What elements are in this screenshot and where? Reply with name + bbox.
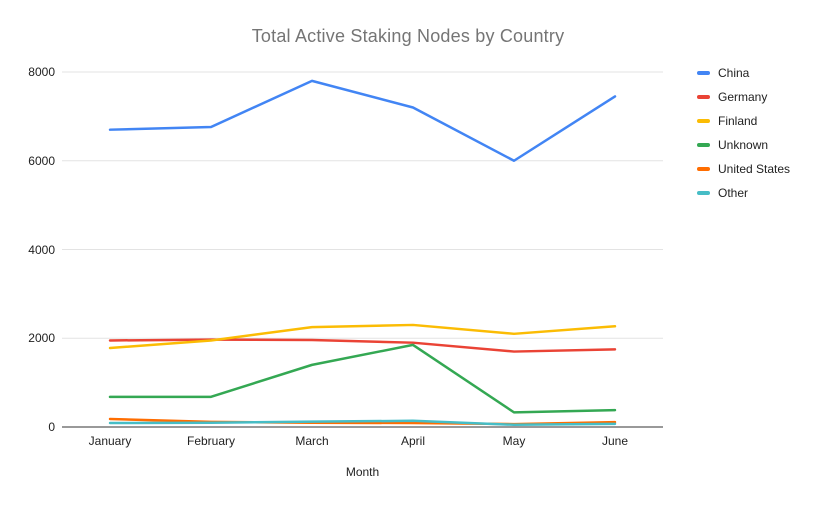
chart-title: Total Active Staking Nodes by Country [251, 26, 565, 46]
x-axis-tick-label: February [186, 434, 236, 448]
legend-label: China [718, 66, 750, 80]
legend-swatch-icon [697, 143, 710, 147]
y-axis-tick-label: 2000 [28, 331, 55, 346]
legend-item-finland: Finland [697, 109, 790, 133]
legend-item-china: China [697, 61, 790, 85]
x-axis-tick-label: January [88, 434, 132, 448]
x-axis-tick-label: June [601, 434, 629, 448]
x-axis-tick-label: April [400, 434, 426, 448]
legend-item-unknown: Unknown [697, 133, 790, 157]
legend-item-united-states: United States [697, 157, 790, 181]
y-axis-tick-label: 6000 [28, 153, 55, 168]
legend-label: Germany [718, 90, 768, 104]
legend-item-germany: Germany [697, 85, 790, 109]
legend-swatch-icon [697, 95, 710, 99]
legend-swatch-icon [697, 71, 710, 75]
series-line-china [108, 79, 617, 162]
series-line-other [108, 419, 617, 427]
y-axis-tick-label: 0 [48, 420, 55, 434]
legend-label: Finland [718, 114, 758, 128]
legend-label: United States [718, 162, 791, 176]
legend-swatch-icon [697, 191, 710, 195]
x-axis-title: Month [345, 465, 380, 479]
legend-item-other: Other [697, 181, 790, 205]
series-line-germany [108, 338, 617, 353]
legend: China Germany Finland Unknown United States O… [697, 61, 790, 205]
x-axis-tick-label: March [295, 434, 329, 448]
legend-label: Unknown [718, 138, 769, 152]
legend-label: Other [718, 186, 749, 200]
legend-swatch-icon [697, 119, 710, 123]
series-line-unknown [108, 343, 617, 414]
y-axis-tick-label: 4000 [28, 242, 55, 257]
x-axis-tick-label: May [502, 434, 526, 448]
y-axis-tick-label: 8000 [28, 65, 55, 79]
legend-swatch-icon [697, 167, 710, 171]
series-line-finland [108, 323, 617, 350]
